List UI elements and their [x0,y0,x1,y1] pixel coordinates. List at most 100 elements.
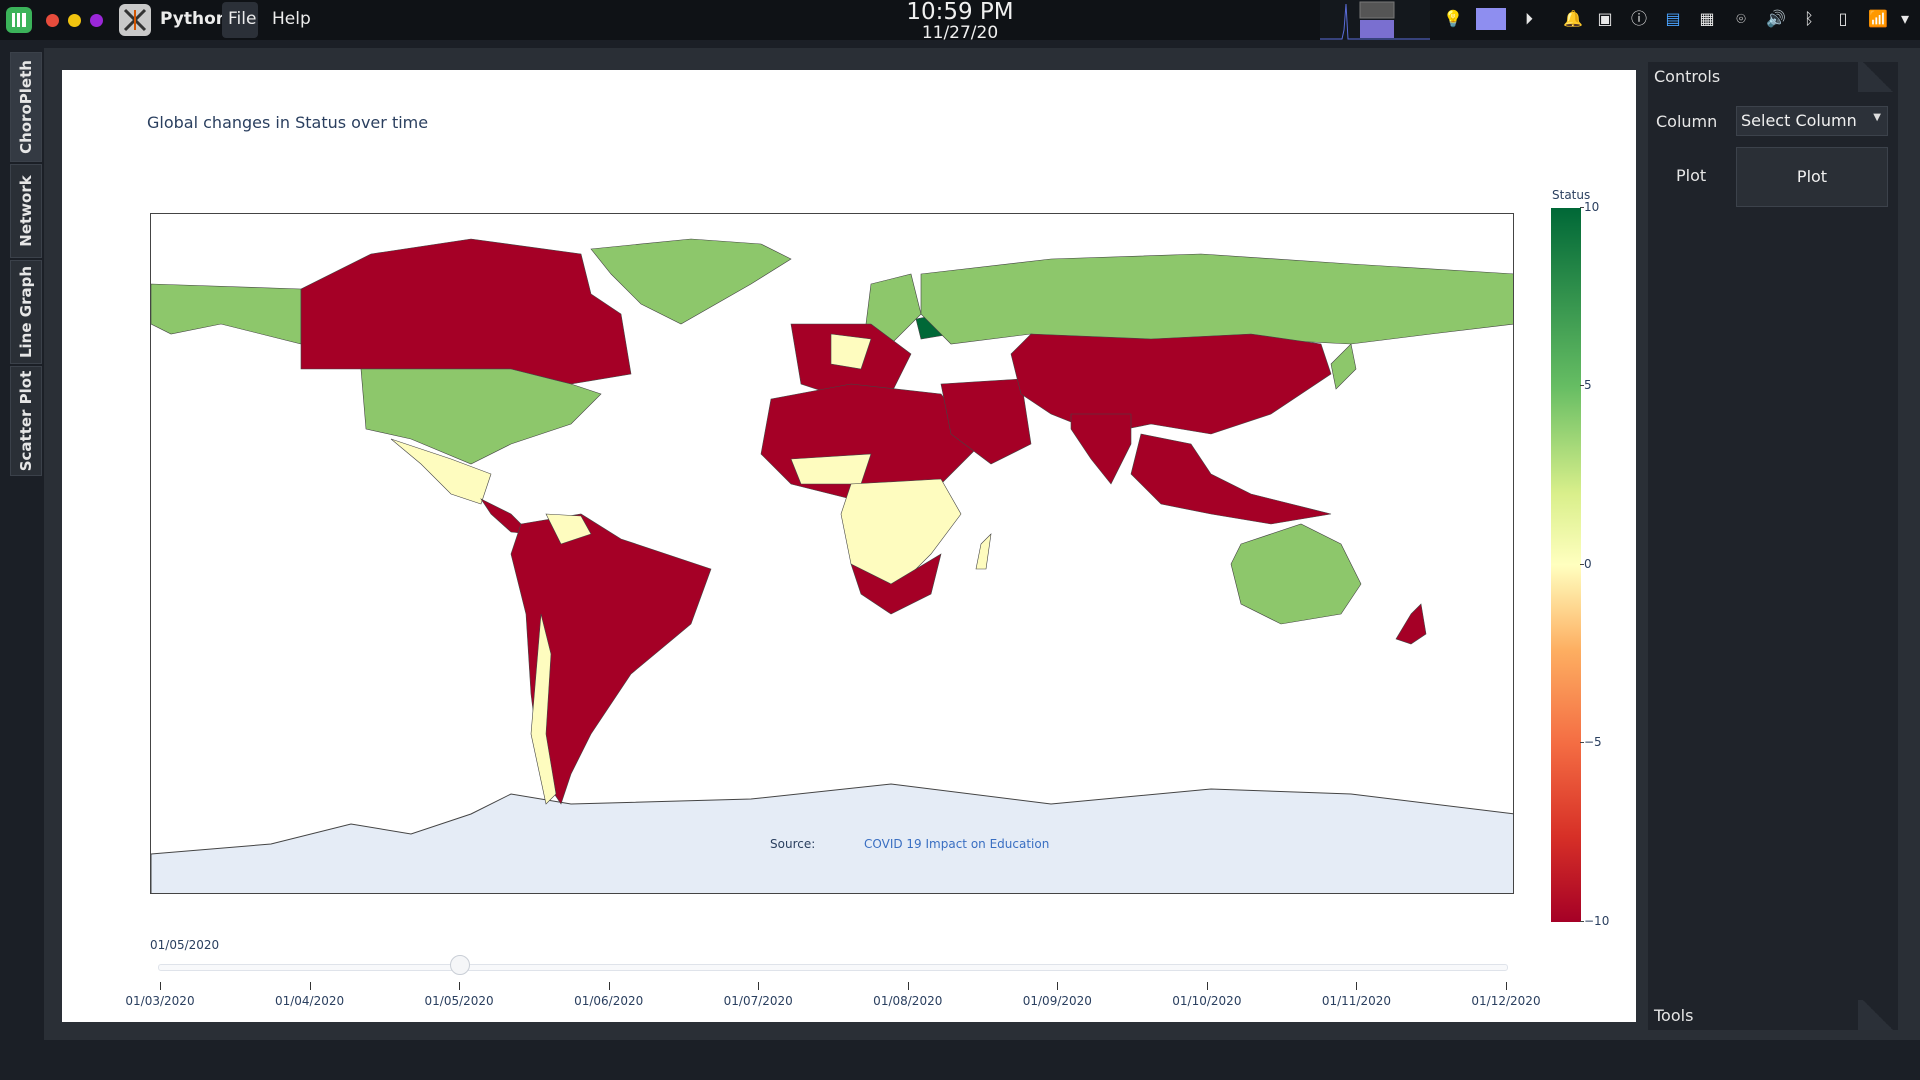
region-se-asia [1130,433,1332,525]
date-slider-handle[interactable] [450,955,471,975]
slider-tick-label[interactable]: 01/09/2020 [1022,994,1092,1008]
app-launcher-icon[interactable] [6,7,32,33]
region-venezuela [545,513,592,545]
plot-canvas[interactable]: Global changes in Status over time [62,70,1636,1022]
region-united-states [360,368,602,465]
plot-label: Plot [1676,166,1707,185]
minimize-window-dot[interactable] [68,14,81,27]
region-south-africa [850,553,942,615]
region-mexico [390,438,492,505]
slider-tick [758,982,760,990]
region-alaska [151,283,302,345]
region-greenland [590,238,792,325]
bottom-strip [0,1040,1920,1080]
terminal-icon[interactable]: ▤ [1665,9,1681,28]
slider-tick-label[interactable]: 01/11/2020 [1321,994,1392,1008]
region-antarctica [151,783,1513,893]
slider-tick-label[interactable]: 01/06/2020 [574,994,644,1008]
tab-network[interactable]: Network [10,164,42,258]
colorbar-title: Status [1552,188,1591,202]
slider-tick-label[interactable]: 01/07/2020 [723,994,793,1008]
controls-panel: Controls Column Select Column ▼ Plot Plo… [1648,62,1898,1004]
slider-tick-label[interactable]: 01/08/2020 [873,994,943,1008]
tools-header: Tools [1648,1000,1898,1030]
slider-current-value: 01/05/2020 [150,938,220,952]
column-select[interactable]: Select Column ▼ [1736,106,1888,136]
clock[interactable]: 10:59 PM 11/27/20 [880,0,1040,42]
python-app-icon [119,4,151,36]
slider-tick-label[interactable]: 01/05/2020 [424,994,494,1008]
wifi-icon[interactable]: 📶 [1868,9,1888,28]
colorbar-tick-0: 0 [1580,557,1592,571]
plot-title: Global changes in Status over time [147,113,429,132]
slider-tick-label[interactable]: 01/04/2020 [274,994,345,1008]
slider-tick [907,982,909,990]
location-icon[interactable]: ⌾ [1736,9,1746,28]
region-west-africa-yellow [790,453,872,485]
slider-tick [160,982,161,990]
region-australia [1230,523,1362,625]
system-monitor[interactable] [1320,0,1430,40]
slider-tick [608,982,610,990]
clipboard-icon[interactable]: ▦ [1699,9,1715,28]
tab-scatter-plot[interactable]: Scatter Plot [10,366,42,476]
region-europe-yellow [830,333,872,370]
controls-header: Controls [1648,62,1898,92]
maximize-window-dot[interactable] [90,14,103,27]
media-play-icon[interactable]: ⏵ [1524,9,1533,28]
tab-line-graph[interactable]: Line Graph [10,260,42,364]
slider-tick [309,982,311,990]
slider-tick-label[interactable]: 01/12/2020 [1471,994,1541,1008]
bell-icon[interactable]: 🔔 [1563,9,1583,28]
lightbulb-icon[interactable]: 💡 [1443,9,1463,28]
region-japan [1330,343,1357,390]
source-label: Source: [770,837,816,851]
chevron-down-icon: ▼ [1873,112,1881,123]
colorbar-tick-minus10: −10 [1579,914,1610,928]
region-middle-east [940,378,1032,465]
slider-tick [1356,982,1358,990]
clock-date: 11/27/20 [921,23,999,43]
battery-icon[interactable]: ▯ [1838,9,1848,28]
region-russia [920,253,1513,345]
app-name: Python [160,9,228,29]
colorbar-tick-10: 10 [1579,200,1600,214]
panel-corner [1858,62,1898,92]
slider-tick-label[interactable]: 01/03/2020 [125,994,195,1008]
bluetooth-icon[interactable]: ᛒ [1804,9,1814,28]
slider-tick [1057,982,1059,990]
menu-file[interactable]: File [228,9,257,29]
column-label: Column [1656,112,1718,131]
clock-time: 10:59 PM [906,0,1014,25]
source-link[interactable]: COVID 19 Impact on Education [864,837,1050,851]
region-south-america [510,513,712,805]
colorbar [1551,208,1581,922]
slider-tick [1206,982,1208,990]
workspace-icon[interactable] [1476,8,1506,30]
plot-button[interactable]: Plot [1736,147,1888,207]
slider-tick [459,982,461,990]
slider-tick-label[interactable]: 01/10/2020 [1172,994,1242,1008]
region-scandinavia [865,273,922,345]
region-chile [530,613,557,805]
colorbar-tick-minus5: −5 [1580,735,1602,749]
close-window-dot[interactable] [46,14,59,27]
top-bar: Python File Help 10:59 PM 11/27/20 💡 ⏵ 🔔… [0,0,1920,42]
tab-choropleth[interactable]: ChoroPleth [10,52,42,162]
region-canada [300,238,632,385]
region-new-zealand [1395,603,1427,645]
menu-help[interactable]: Help [272,9,311,29]
panel-menu-icon[interactable]: ▾ [1900,9,1910,28]
volume-icon[interactable]: 🔊 [1766,9,1786,28]
menu-file-bg [222,2,258,38]
colorbar-tick-5: 5 [1580,378,1592,392]
choropleth-map[interactable] [150,213,1514,894]
security-icon[interactable]: ⓘ [1630,9,1647,28]
slider-tick [1506,982,1507,990]
tools-corner [1858,1000,1898,1030]
region-madagascar [975,533,992,570]
package-icon[interactable]: ▣ [1597,9,1613,28]
region-india [1070,413,1132,485]
column-select-value: Select Column [1741,111,1857,130]
date-slider-rail[interactable] [158,964,1508,971]
